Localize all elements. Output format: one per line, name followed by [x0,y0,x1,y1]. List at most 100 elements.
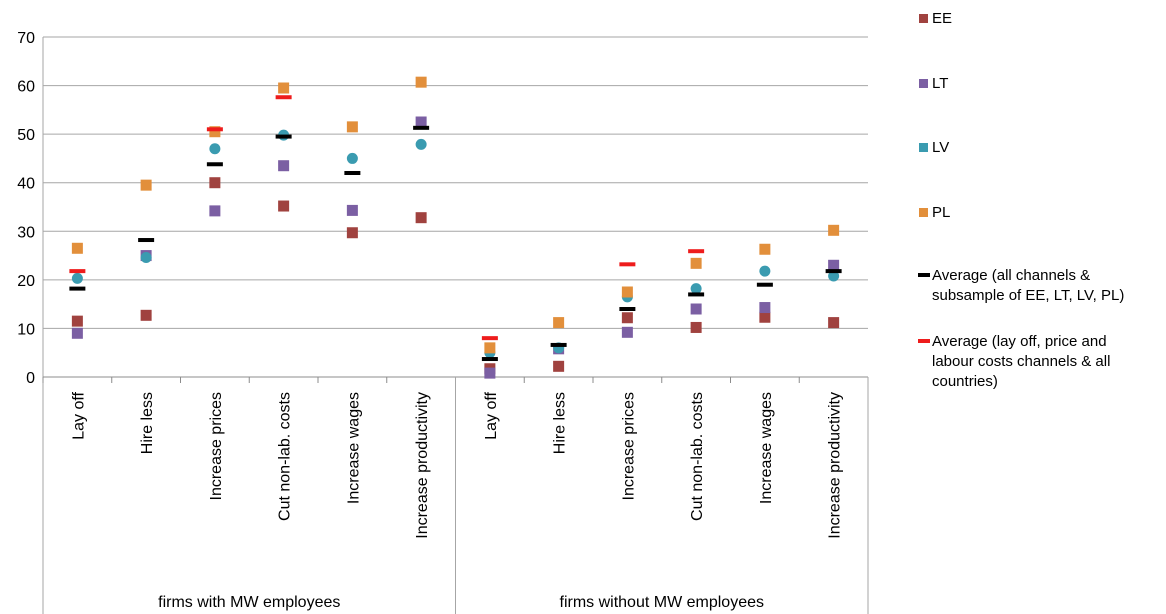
point-ee [621,312,633,324]
legend-label-line: countries) [932,373,998,390]
legend-label: PL [932,204,950,221]
average-dash [206,162,223,167]
x-category-label: Hire less [139,392,156,454]
point-lt [346,204,358,216]
point-pl [553,317,565,329]
average-dash [206,127,223,132]
legend-label-line: PL [932,204,950,221]
point-lv [415,138,427,150]
y-tick-label: 70 [17,30,35,47]
point-ee [209,177,221,189]
point-ee [278,200,290,212]
average-dash [275,134,292,139]
point-lv [71,272,83,284]
x-category-label: Cut non-lab. costs [277,392,294,521]
point-lt [828,259,840,271]
point-pl [690,257,702,269]
group-label: firms without MW employees [560,594,765,611]
y-tick-label: 0 [26,370,35,387]
legend-label-line: EE [932,10,952,27]
average-dash [481,336,498,341]
y-tick-label: 50 [17,127,35,144]
legend-label-line: Average (lay off, price and [932,333,1107,350]
x-category-label: Increase productivity [827,392,844,539]
point-lt [415,116,427,128]
average-dash [138,238,155,243]
point-lv [140,252,152,264]
group-labels: firms with MW employees firms without MW … [158,594,764,611]
point-ee [759,311,771,323]
point-pl [484,342,496,354]
point-pl [415,76,427,88]
x-category-label: Lay off [70,391,87,439]
y-tick-label: 40 [17,176,35,193]
point-ee [140,309,152,321]
average-dash [688,292,705,297]
average-dash [69,286,86,291]
legend-swatch [918,339,930,343]
gridlines [43,36,868,329]
point-ee [553,360,565,372]
point-ee [828,317,840,329]
average-dash [688,249,705,254]
average-dash [275,95,292,100]
legend-swatch [919,14,928,23]
legend-swatch [919,143,928,152]
legend-label: LT [932,75,948,92]
average-dash [619,307,636,311]
point-ee [415,212,427,224]
point-lv [209,143,221,155]
average-dash [413,125,430,130]
group-label: firms with MW employees [158,594,340,611]
y-tick-label: 30 [17,224,35,241]
point-lv [346,152,358,164]
x-category-label: Increase prices [620,392,637,501]
legend: EE LT LV PL Average (all channels & subsample… [918,10,1124,390]
legend-swatch [918,273,930,277]
x-category-label: Increase prices [208,392,225,501]
y-axis-ticks: 0 10 20 30 40 50 60 70 [17,30,35,387]
point-pl [828,224,840,236]
legend-label-line: LT [932,75,948,92]
point-ee [690,321,702,333]
category-labels: Lay off Hire less Increase prices Cut non-l… [70,391,843,538]
average-dash [481,357,498,362]
x-category-label: Increase productivity [414,392,431,539]
legend-swatch [919,79,928,88]
point-lt [759,302,771,314]
point-lt [484,367,496,379]
x-category-label: Increase wages [758,392,775,504]
legend-label: EE [932,10,952,27]
legend-label: Average (lay off, price and labour costs … [932,333,1110,390]
average-dash [344,171,361,175]
plot-marks [69,76,842,379]
average-dash [619,262,636,267]
legend-swatch [919,208,928,217]
average-dash [550,342,567,347]
point-lv [759,265,771,277]
point-ee [346,227,358,239]
legend-label: Average (all channels & subsample of EE, … [932,267,1124,304]
y-tick-label: 20 [17,273,35,290]
point-pl [621,286,633,298]
point-pl [759,243,771,255]
point-lt [621,326,633,338]
x-category-label: Cut non-lab. costs [689,392,706,521]
axes [42,37,869,614]
legend-label-line: Average (all channels & [932,267,1090,284]
x-category-label: Increase wages [345,392,362,504]
point-pl [278,82,290,94]
y-tick-label: 10 [17,321,35,338]
point-lv [690,283,702,295]
y-tick-label: 60 [17,79,35,96]
point-lt [278,160,290,172]
point-pl [71,242,83,254]
x-category-label: Lay off [483,391,500,439]
point-lt [690,303,702,315]
legend-label-line: labour costs channels & all [932,353,1110,370]
legend-label: LV [932,139,949,156]
legend-label-line: subsample of EE, LT, LV, PL) [932,287,1124,304]
average-dash [756,282,773,287]
point-lv [828,270,840,282]
